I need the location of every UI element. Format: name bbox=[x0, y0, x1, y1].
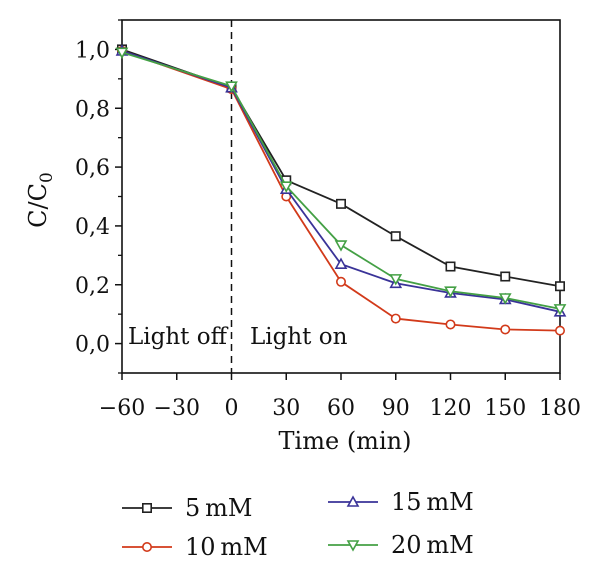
legend-marker-4 bbox=[346, 540, 360, 552]
legend-marker-2 bbox=[142, 541, 153, 552]
y-tick-label: 0,2 bbox=[75, 274, 110, 299]
series-1-point bbox=[500, 271, 511, 282]
x-tick-label: 180 bbox=[539, 396, 581, 421]
x-tick-label: 0 bbox=[225, 396, 239, 421]
series-2-point bbox=[390, 313, 401, 324]
x-tick-label: 30 bbox=[272, 396, 300, 421]
y-axis-label-subscript: 0 bbox=[37, 172, 57, 183]
series-2-point bbox=[445, 319, 456, 330]
svg-text:C/C0: C/C0 bbox=[24, 172, 57, 228]
x-tick-label: −30 bbox=[154, 396, 200, 421]
light-on-label: Light on bbox=[250, 324, 348, 350]
y-tick-label: 0,0 bbox=[75, 333, 110, 358]
x-tick-label: 120 bbox=[430, 396, 472, 421]
x-tick-label: 60 bbox=[327, 396, 355, 421]
y-axis-title: C/C0 bbox=[24, 172, 57, 228]
y-tick-label: 0,4 bbox=[75, 215, 110, 240]
series-2-point bbox=[500, 324, 511, 335]
y-tick-label: 0,8 bbox=[75, 97, 110, 122]
series-line-3 bbox=[121, 50, 561, 313]
series-4-point bbox=[115, 47, 129, 60]
series-3-point bbox=[334, 257, 348, 269]
x-tick-label: 90 bbox=[382, 396, 410, 421]
series-line-2 bbox=[121, 50, 561, 332]
legend-label-3: 15 mM bbox=[391, 488, 474, 516]
y-tick-label: 0,6 bbox=[75, 156, 110, 181]
legend-label-1: 5 mM bbox=[185, 494, 252, 522]
series-2-point bbox=[554, 325, 565, 336]
series-4-point bbox=[225, 81, 238, 93]
series-4-point bbox=[444, 286, 457, 298]
series-4-point bbox=[279, 181, 293, 193]
x-tick-label: 150 bbox=[484, 396, 526, 421]
legend-marker-3 bbox=[346, 495, 360, 507]
legend-marker-1 bbox=[142, 502, 153, 513]
series-2-point bbox=[335, 276, 346, 287]
series-4-point bbox=[389, 274, 403, 286]
series-1-point bbox=[445, 261, 456, 272]
series-1-point bbox=[335, 198, 346, 209]
x-axis-title: Time (min) bbox=[279, 427, 412, 455]
series-1-point bbox=[390, 231, 401, 242]
legend-label-2: 10 mM bbox=[185, 533, 268, 561]
series-4-point bbox=[334, 240, 348, 252]
y-axis-label: C/C bbox=[24, 183, 52, 228]
series-line-4 bbox=[121, 51, 561, 310]
light-off-label: Light off bbox=[128, 324, 229, 350]
y-tick-label: 1,0 bbox=[75, 38, 110, 63]
legend: 5 mM 10 mM 15 mM 20 mM bbox=[122, 488, 474, 561]
legend-label-4: 20 mM bbox=[391, 531, 474, 559]
series-4-point bbox=[553, 304, 567, 316]
series-1-point bbox=[554, 281, 565, 292]
x-tick-label: −60 bbox=[99, 396, 145, 421]
series-4-point bbox=[498, 293, 512, 305]
plot-area: −60 −30 0 30 60 90 120 150 180 0,0 0,2 0,4 0,6 0,8 1,0 bbox=[75, 19, 581, 421]
